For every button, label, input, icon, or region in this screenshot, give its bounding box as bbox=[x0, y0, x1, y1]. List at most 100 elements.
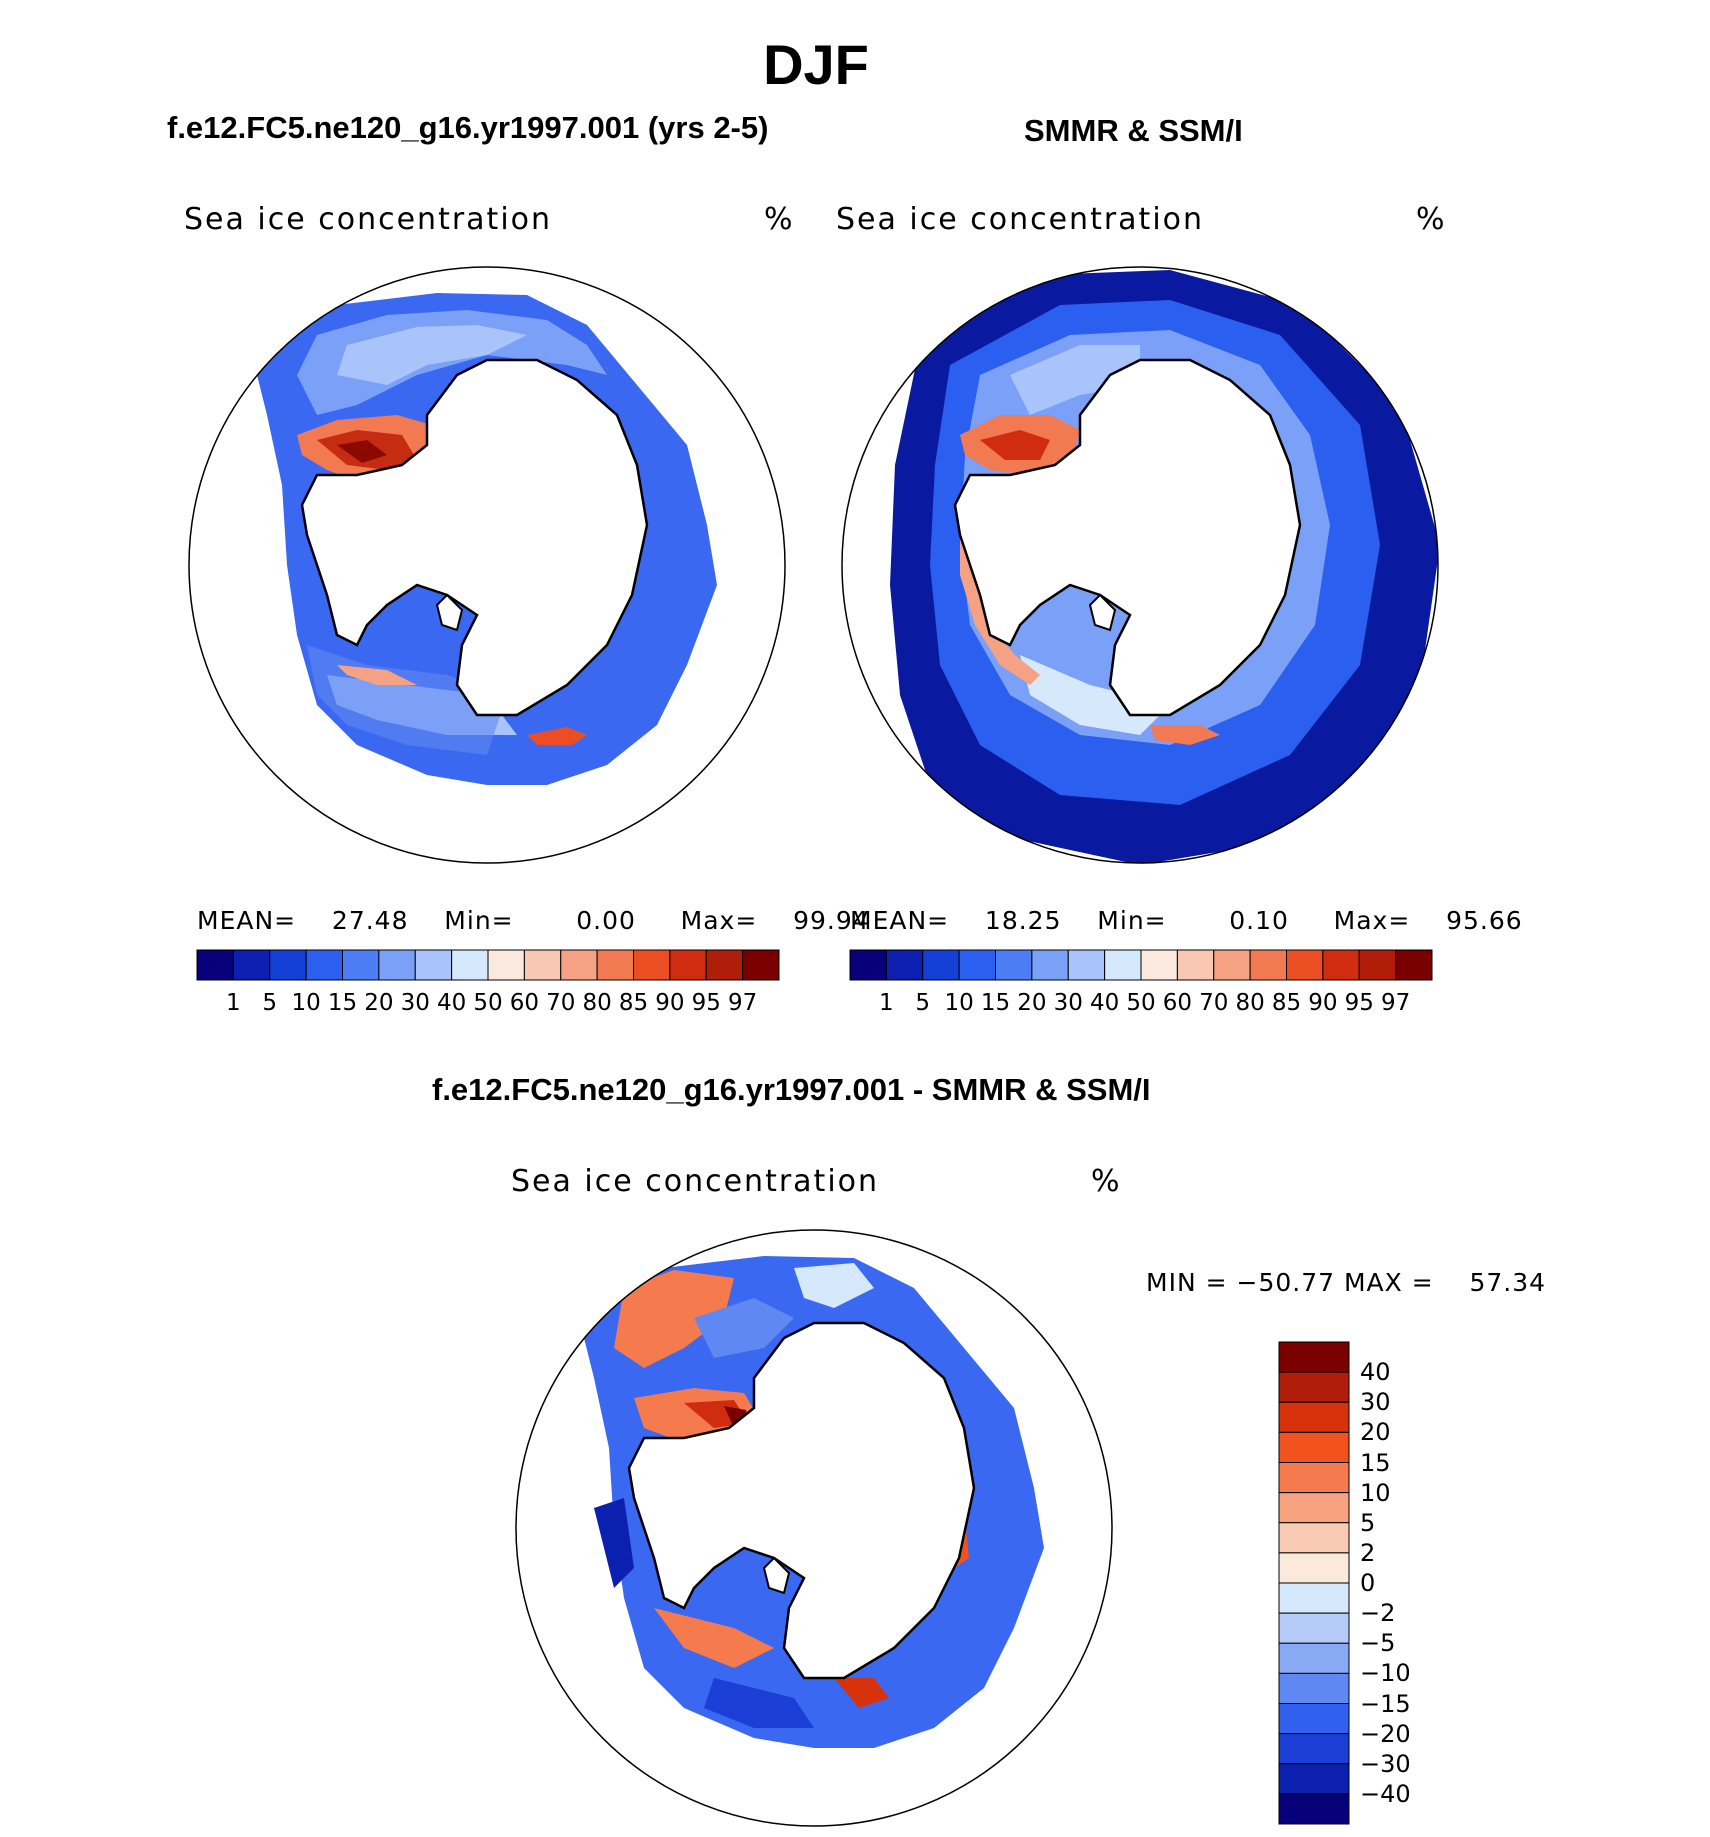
colorbar-swatch bbox=[705, 949, 744, 981]
colorbar-tick-label: −2 bbox=[1360, 1599, 1396, 1628]
colorbar-tick-label: 30 bbox=[400, 990, 430, 1016]
diff-stats: MIN = −50.77 MAX = 57.34 bbox=[1146, 1268, 1546, 1297]
colorbar-tick-label: 10 bbox=[291, 990, 321, 1016]
colorbar-swatch bbox=[1278, 1582, 1350, 1614]
diff-positive-north bbox=[614, 1270, 734, 1368]
colorbar-swatch bbox=[922, 949, 960, 981]
max-value: 95.66 bbox=[1446, 906, 1523, 935]
colorbar-swatch bbox=[1278, 1672, 1350, 1704]
mean-label: MEAN= bbox=[850, 906, 950, 935]
colorbar-tick-label: 60 bbox=[509, 990, 540, 1016]
weddell-core-dark bbox=[337, 440, 387, 463]
colorbar-tick-label: 30 bbox=[1360, 1388, 1391, 1417]
colorbar-swatch bbox=[633, 949, 671, 981]
diff-colorbar bbox=[1278, 1341, 1350, 1825]
colorbar-swatch bbox=[1278, 1522, 1350, 1554]
colorbar-tick-label: 90 bbox=[655, 990, 685, 1016]
colorbar-swatch bbox=[885, 949, 924, 981]
colorbar-tick-label: 20 bbox=[1360, 1418, 1391, 1447]
colorbar-swatch bbox=[1278, 1733, 1350, 1765]
colorbar-swatch bbox=[1213, 949, 1251, 981]
mean-value: 27.48 bbox=[331, 906, 409, 935]
max-label: Max= bbox=[1333, 906, 1411, 935]
colorbar-swatch bbox=[1249, 949, 1287, 981]
colorbar-tick-label: −5 bbox=[1360, 1629, 1396, 1658]
ice-region-light bbox=[1010, 345, 1140, 415]
colorbar-tick-label: 50 bbox=[1126, 990, 1156, 1016]
colorbar-swatch bbox=[1278, 1371, 1350, 1403]
colorbar-swatch bbox=[1278, 1341, 1350, 1373]
colorbar-swatch bbox=[1322, 949, 1360, 981]
min-value: 0.00 bbox=[576, 906, 636, 935]
colorbar-swatch bbox=[1278, 1492, 1350, 1524]
colorbar-tick-label: 20 bbox=[1017, 990, 1047, 1016]
colorbar-tick-label: 1 bbox=[226, 990, 241, 1016]
colorbar-tick-label: 95 bbox=[1344, 990, 1374, 1016]
colorbar-swatch bbox=[451, 949, 489, 981]
mean-label: MEAN= bbox=[197, 906, 297, 935]
colorbar-tick-label: −40 bbox=[1360, 1779, 1411, 1808]
panel-1-variable-label: Sea ice concentration bbox=[184, 202, 553, 237]
panel-2-polar-map bbox=[841, 266, 1439, 864]
max-value: 99.94 bbox=[793, 906, 870, 935]
figure-title: DJF bbox=[763, 33, 869, 96]
colorbar-swatch bbox=[378, 949, 416, 981]
colorbar-swatch bbox=[742, 949, 780, 981]
colorbar-swatch bbox=[995, 949, 1033, 981]
colorbar-swatch bbox=[1278, 1552, 1350, 1584]
ice-region-mid bbox=[297, 310, 607, 415]
diff-min-value: −50.77 bbox=[1236, 1268, 1336, 1297]
antarctic-continent bbox=[953, 358, 1302, 717]
colorbar-tick-label: 97 bbox=[727, 990, 758, 1016]
colorbar-tick-label: 5 bbox=[262, 990, 278, 1016]
colorbar-swatch bbox=[269, 949, 307, 981]
colorbar-tick-label: 2 bbox=[1360, 1538, 1376, 1567]
colorbar-swatch bbox=[1278, 1462, 1350, 1494]
diff-max-value: 57.34 bbox=[1469, 1268, 1547, 1297]
colorbar-swatch bbox=[1176, 949, 1215, 981]
colorbar-swatch bbox=[1278, 1431, 1350, 1463]
min-label: Min= bbox=[444, 906, 514, 935]
colorbar-tick-label: 5 bbox=[1360, 1508, 1376, 1537]
colorbar-tick-label: 0 bbox=[1360, 1569, 1376, 1597]
panel-1-units-label: % bbox=[764, 202, 795, 237]
colorbar-swatch bbox=[1140, 949, 1178, 981]
colorbar-tick-label: −20 bbox=[1360, 1719, 1411, 1748]
panel-1-colorbar-ticks: 1 5 10 15 20 30 40 50 60 70 80 85 90 95 97 bbox=[197, 990, 779, 1020]
weddell-core bbox=[980, 430, 1050, 460]
colorbar-tick-label: 15 bbox=[980, 990, 1011, 1016]
colorbar-swatch bbox=[849, 949, 887, 981]
colorbar-swatch bbox=[1104, 949, 1142, 981]
colorbar-swatch bbox=[1278, 1401, 1350, 1433]
colorbar-swatch bbox=[1278, 1793, 1350, 1825]
colorbar-swatch bbox=[669, 949, 707, 981]
colorbar-tick-label: 10 bbox=[1360, 1478, 1391, 1507]
colorbar-swatch bbox=[560, 949, 598, 981]
panel-2-colorbar-ticks: 1 5 10 15 20 30 40 50 60 70 80 85 90 95 97 bbox=[850, 990, 1432, 1020]
colorbar-tick-label: 5 bbox=[915, 990, 931, 1016]
diff-variable-label: Sea ice concentration bbox=[511, 1164, 880, 1199]
colorbar-tick-label: 90 bbox=[1308, 990, 1338, 1016]
colorbar-tick-label: 50 bbox=[473, 990, 503, 1016]
colorbar-swatch bbox=[1395, 949, 1433, 981]
colorbar-tick-label: 40 bbox=[1089, 990, 1120, 1016]
colorbar-swatch bbox=[1067, 949, 1106, 981]
colorbar-tick-label: 80 bbox=[582, 990, 612, 1016]
panel-1-colorbar bbox=[196, 949, 780, 981]
colorbar-swatch bbox=[1358, 949, 1397, 981]
colorbar-tick-label: 40 bbox=[436, 990, 467, 1016]
panel-2-title: SMMR & SSM/I bbox=[1024, 113, 1243, 148]
colorbar-swatch bbox=[232, 949, 271, 981]
colorbar-swatch bbox=[196, 949, 234, 981]
panel-2-variable-label: Sea ice concentration bbox=[836, 202, 1205, 237]
colorbar-tick-label: 40 bbox=[1360, 1358, 1391, 1387]
diff-polar-map bbox=[515, 1229, 1113, 1827]
panel-2-stats: MEAN= 18.25 Min= 0.10 Max= 95.66 bbox=[850, 906, 1523, 935]
colorbar-swatch bbox=[1278, 1642, 1350, 1674]
diff-min-label: MIN = bbox=[1146, 1268, 1228, 1297]
colorbar-tick-label: 30 bbox=[1053, 990, 1083, 1016]
diff-panel-title: f.e12.FC5.ne120_g16.yr1997.001 - SMMR & … bbox=[432, 1072, 1151, 1107]
colorbar-swatch bbox=[305, 949, 343, 981]
colorbar-swatch bbox=[1278, 1703, 1350, 1735]
panel-1-title: f.e12.FC5.ne120_g16.yr1997.001 (yrs 2-5) bbox=[167, 110, 769, 145]
